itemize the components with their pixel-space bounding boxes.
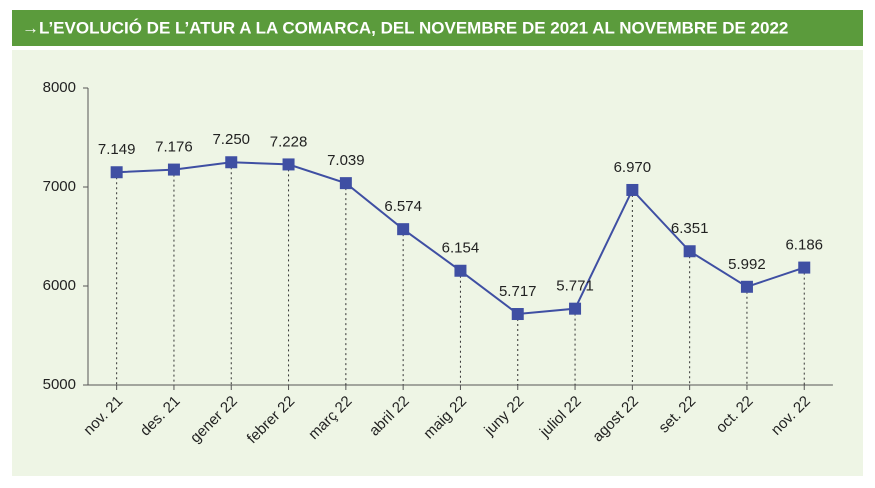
data-label: 7.149 — [98, 141, 136, 158]
data-point — [798, 261, 811, 274]
data-point — [110, 166, 123, 179]
y-tick-label: 8000 — [43, 79, 76, 96]
data-label: 7.228 — [270, 133, 308, 150]
plot-background — [12, 50, 863, 476]
title-bar — [12, 10, 863, 46]
data-label: 5.717 — [499, 283, 537, 300]
data-label: 5.771 — [556, 278, 594, 295]
data-point — [569, 302, 582, 315]
data-point — [282, 158, 295, 171]
data-point — [167, 163, 180, 176]
data-label: 6.154 — [442, 240, 480, 257]
data-point — [339, 177, 352, 190]
data-label: 6.186 — [785, 237, 823, 254]
data-label: 7.039 — [327, 152, 365, 169]
data-label: 5.992 — [728, 256, 766, 273]
data-label: 7.176 — [155, 139, 193, 156]
data-label: 6.351 — [671, 220, 709, 237]
data-label: 7.250 — [212, 131, 250, 148]
y-tick-label: 5000 — [43, 376, 76, 393]
data-point — [397, 223, 410, 236]
data-point — [225, 156, 238, 169]
data-label: 6.574 — [384, 198, 422, 215]
data-label: 6.970 — [614, 159, 652, 176]
data-point — [511, 308, 524, 321]
y-tick-label: 6000 — [43, 277, 76, 294]
data-point — [454, 264, 467, 277]
data-point — [626, 183, 639, 196]
data-point — [683, 245, 696, 258]
data-point — [740, 280, 753, 293]
chart-title: →L’EVOLUCIÓ DE L’ATUR A LA COMARCA, DEL … — [22, 18, 788, 37]
y-tick-label: 7000 — [43, 178, 76, 195]
